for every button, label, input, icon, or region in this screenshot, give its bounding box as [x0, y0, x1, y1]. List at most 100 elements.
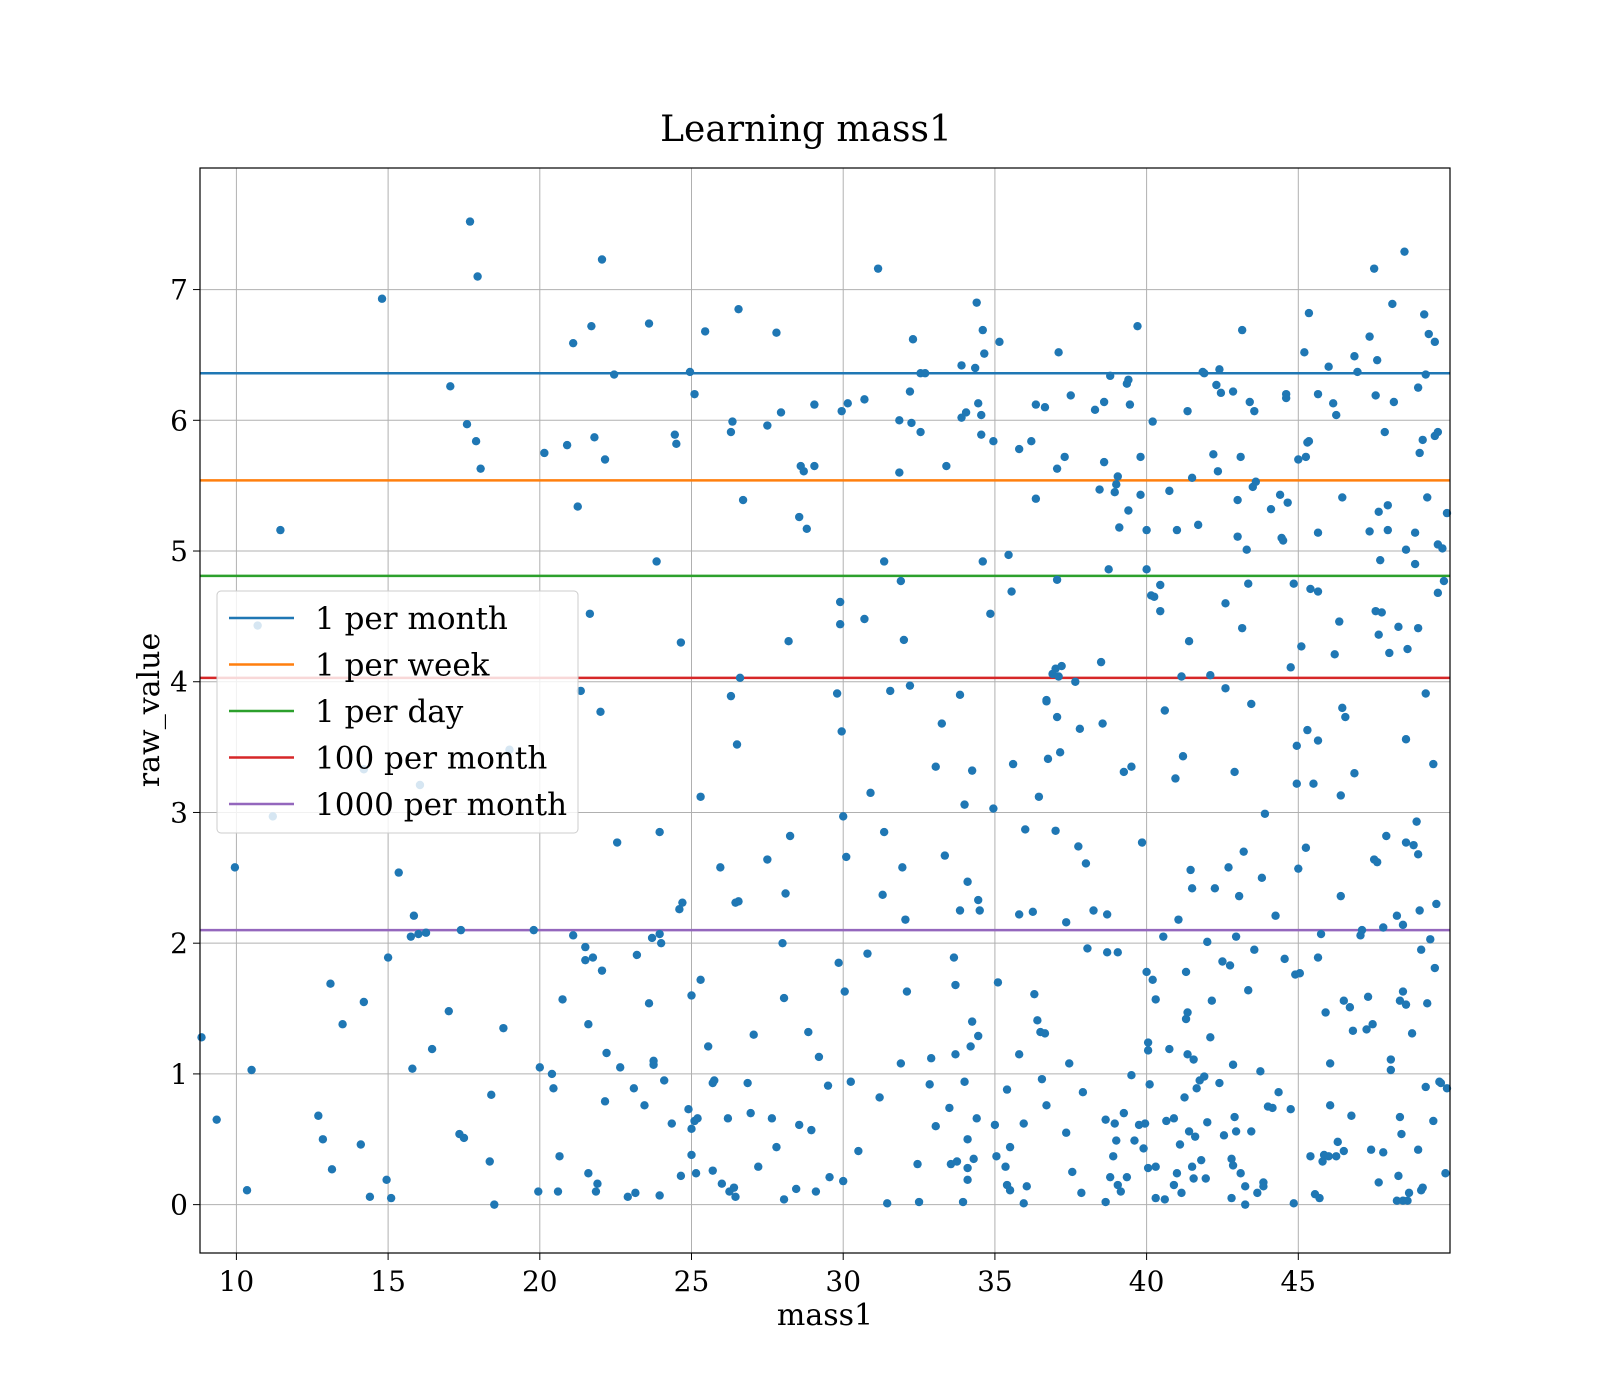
data-point [394, 868, 403, 877]
data-point [1177, 1188, 1186, 1198]
data-point [1332, 1152, 1341, 1161]
data-point [1183, 406, 1192, 416]
data-point [1257, 873, 1267, 883]
data-point [1187, 884, 1197, 893]
data-point [700, 327, 710, 336]
data-point [963, 1163, 972, 1173]
data-point [1241, 1200, 1250, 1209]
data-point [978, 325, 987, 335]
data-point [1415, 448, 1424, 458]
data-point [949, 953, 959, 962]
legend-label: 100 per month [315, 741, 547, 777]
data-point [1348, 1026, 1358, 1035]
data-point [825, 1172, 834, 1182]
data-point [926, 1054, 936, 1063]
data-point [1301, 843, 1311, 852]
data-point [1151, 1162, 1160, 1171]
data-point [1113, 948, 1122, 957]
y-tick-label: 4 [170, 666, 188, 699]
data-point [1227, 1154, 1236, 1164]
x-tick-label: 15 [370, 1265, 406, 1298]
data-point [746, 1108, 755, 1118]
data-point [1362, 1025, 1371, 1034]
data-point [1237, 623, 1247, 633]
data-point [693, 1114, 702, 1123]
data-point [473, 272, 482, 281]
data-point [1143, 1046, 1153, 1055]
data-point [1403, 1196, 1412, 1205]
data-point [920, 369, 930, 378]
data-point [860, 395, 869, 404]
data-point [1236, 1169, 1245, 1178]
data-point [1430, 963, 1440, 973]
data-point [1183, 1050, 1192, 1059]
data-point [1151, 1193, 1160, 1203]
data-point [690, 389, 699, 399]
data-point [596, 707, 605, 717]
data-point [1077, 1188, 1086, 1198]
data-point [1184, 1127, 1194, 1136]
data-point [882, 1199, 892, 1208]
data-point [1413, 623, 1423, 633]
data-point [1415, 906, 1424, 915]
data-point [1102, 910, 1112, 919]
data-point [1169, 1180, 1179, 1190]
data-point [1313, 736, 1323, 745]
data-point [1200, 369, 1209, 378]
data-point [846, 1077, 855, 1086]
data-point [963, 1135, 972, 1144]
data-point [1379, 1148, 1388, 1157]
data-point [1181, 967, 1191, 977]
data-point [1300, 348, 1309, 357]
data-point [1089, 906, 1098, 915]
data-point [1424, 329, 1433, 339]
data-point [1260, 809, 1270, 818]
data-point [772, 328, 781, 337]
data-point [908, 335, 918, 344]
data-point [835, 620, 845, 629]
data-point [359, 997, 369, 1007]
data-point [1224, 863, 1233, 872]
data-point [1295, 969, 1305, 978]
data-point [1233, 495, 1242, 505]
data-point [1043, 754, 1053, 764]
data-point [1397, 1129, 1406, 1139]
data-point [576, 686, 585, 696]
data-point [629, 1084, 639, 1093]
data-point [593, 1179, 602, 1188]
data-point [1377, 608, 1386, 617]
data-point [754, 1162, 763, 1171]
y-tick-label: 1 [170, 1058, 188, 1091]
data-point [1203, 1118, 1212, 1127]
data-point [1136, 452, 1145, 462]
data-point [1366, 1145, 1376, 1154]
data-point [708, 1166, 717, 1175]
data-point [476, 464, 485, 473]
data-point [1109, 1152, 1118, 1161]
data-point [1005, 1186, 1015, 1195]
data-point [1433, 588, 1443, 598]
data-point [1436, 1078, 1446, 1088]
data-point [1033, 1016, 1042, 1025]
data-point [1309, 779, 1318, 788]
data-point [835, 597, 845, 607]
data-point [1057, 661, 1066, 671]
data-point [1315, 1193, 1324, 1203]
data-point [462, 420, 472, 429]
data-point [978, 557, 987, 566]
data-point [1099, 397, 1109, 407]
data-point [1441, 1169, 1450, 1178]
data-point [1316, 929, 1326, 939]
data-point [1030, 989, 1039, 999]
data-point [687, 1124, 696, 1134]
data-point [1178, 752, 1188, 761]
data-point [1395, 1112, 1405, 1122]
data-point [1372, 355, 1382, 365]
data-point [1395, 996, 1405, 1005]
data-point [1140, 1119, 1150, 1128]
data-point [1410, 559, 1420, 569]
data-point [726, 427, 736, 437]
data-point [1250, 945, 1259, 954]
data-point [446, 382, 455, 391]
data-point [767, 1114, 777, 1123]
